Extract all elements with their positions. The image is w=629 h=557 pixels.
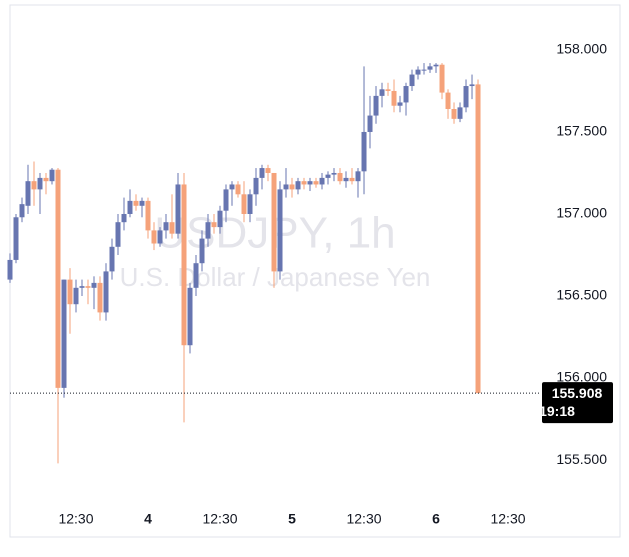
- candle-body: [115, 222, 121, 247]
- candle-body: [103, 271, 109, 313]
- candle-body: [391, 90, 397, 106]
- candle-body: [157, 230, 163, 244]
- candle-body: [7, 259, 13, 280]
- candle-body: [343, 177, 349, 182]
- candle-body: [361, 131, 367, 172]
- candle-body: [265, 168, 271, 173]
- x-tick-label: 12:30: [490, 511, 525, 527]
- candle-body: [427, 66, 433, 70]
- x-tick-label: 12:30: [346, 511, 381, 527]
- candle-body: [217, 210, 223, 228]
- candle-body: [271, 172, 277, 272]
- candle-body: [451, 109, 457, 119]
- candle-body: [169, 222, 175, 234]
- candle-body: [109, 246, 115, 272]
- candle-body: [469, 84, 475, 87]
- candle-body: [325, 174, 331, 178]
- x-tick-label: 12:30: [202, 511, 237, 527]
- candle-body: [397, 102, 403, 106]
- candle-body: [403, 86, 409, 103]
- candle-body: [43, 177, 49, 182]
- candle-body: [163, 222, 169, 231]
- candle-body: [475, 84, 481, 394]
- y-tick-label: 156.000: [556, 369, 607, 385]
- candle-body: [79, 286, 85, 288]
- candle-body: [49, 169, 55, 182]
- price-tag-value: 155.908: [552, 385, 603, 401]
- candle-body: [337, 172, 343, 182]
- candle-body: [289, 184, 295, 190]
- candle-body: [187, 287, 193, 346]
- x-tick-label: 6: [432, 511, 440, 527]
- candle-body: [319, 177, 325, 185]
- candle-body: [415, 69, 421, 75]
- candle-body: [463, 86, 469, 108]
- x-tick-label: 12:30: [58, 511, 93, 527]
- candle-body: [331, 172, 337, 175]
- candle-body: [205, 222, 211, 239]
- y-tick-label: 157.500: [556, 123, 607, 139]
- candle-body: [229, 184, 235, 190]
- candle-body: [283, 184, 289, 190]
- candle-body: [385, 89, 391, 91]
- candle-body: [121, 213, 127, 223]
- x-tick-label: 5: [288, 511, 296, 527]
- candle-body: [445, 92, 451, 110]
- candle-body: [307, 181, 313, 185]
- candle-body: [13, 217, 19, 260]
- candle-body: [241, 194, 247, 214]
- y-tick-label: 157.000: [556, 205, 607, 221]
- candle-body: [259, 168, 265, 178]
- candle-body: [373, 95, 379, 116]
- candle-body: [223, 189, 229, 211]
- candle-body: [247, 194, 253, 214]
- candle-body: [355, 171, 361, 182]
- x-tick-label: 4: [144, 511, 152, 527]
- candle-body: [67, 279, 73, 305]
- candle-body: [457, 107, 463, 119]
- candle-body: [19, 204, 25, 218]
- candle-body: [175, 184, 181, 234]
- candle-body: [151, 230, 157, 244]
- candle-body: [37, 177, 43, 190]
- candle-body: [73, 287, 79, 305]
- candle-body: [367, 115, 373, 132]
- price-tag: [542, 382, 613, 424]
- candle-body: [235, 184, 241, 195]
- y-tick-label: 158.000: [556, 41, 607, 57]
- candle-body: [199, 238, 205, 264]
- candle-body: [127, 200, 133, 214]
- candle-body: [349, 177, 355, 182]
- candle-body: [91, 282, 97, 288]
- candle-body: [85, 286, 91, 288]
- candle-body: [409, 74, 415, 87]
- candle-body: [433, 64, 439, 67]
- y-tick-label: 155.500: [556, 451, 607, 467]
- candle-body: [31, 181, 37, 190]
- candle-body: [181, 184, 187, 346]
- candle-body: [97, 282, 103, 313]
- candle-body: [301, 181, 307, 185]
- candle-body: [421, 69, 427, 71]
- candle-body: [211, 222, 217, 228]
- candle-body: [253, 177, 259, 195]
- candle-body: [139, 200, 145, 206]
- candle-body: [313, 181, 319, 185]
- candle-body: [439, 64, 445, 93]
- y-tick-label: 156.500: [556, 287, 607, 303]
- candle-body: [379, 89, 385, 96]
- candle-body: [193, 263, 199, 288]
- price-tag-countdown: 19:18: [539, 403, 575, 419]
- candle-body: [25, 181, 31, 206]
- candle-body: [61, 279, 67, 388]
- candle-body: [145, 200, 151, 231]
- candle-body: [277, 189, 283, 272]
- candle-body: [295, 181, 301, 190]
- candle-body: [55, 169, 61, 388]
- candle-body: [133, 200, 139, 206]
